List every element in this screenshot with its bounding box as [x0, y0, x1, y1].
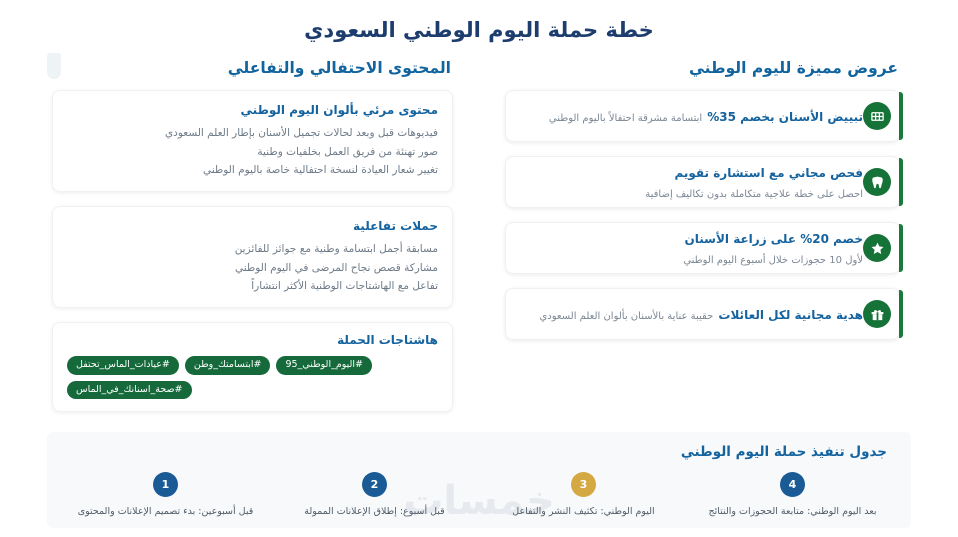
- timeline-steps: 4 بعد اليوم الوطني: متابعة الحجوزات والن…: [61, 472, 897, 518]
- watermark-text: خمسات: [403, 478, 555, 524]
- timeline-step: 3 اليوم الوطني: تكثيف النشر والتفاعل: [479, 472, 688, 518]
- offer-card[interactable]: تبييض الأسنان بخصم 35% ابتسامة مشرقة احت…: [505, 90, 903, 143]
- offer-title: خصم 20% على زراعة الأسنان: [684, 231, 863, 246]
- content-card-title: حملات تفاعلية: [353, 219, 438, 234]
- step-number-badge: 3: [571, 472, 596, 497]
- offer-card[interactable]: هدية مجانية لكل العائلات حقيبة عناية بال…: [505, 288, 903, 341]
- hashtag-pill[interactable]: #اليوم_الوطني_95: [276, 356, 372, 375]
- hashtags-card: هاشتاجات الحملة #اليوم_الوطني_95 #ابتسام…: [52, 322, 453, 413]
- star-icon: [863, 234, 891, 263]
- page-title: خطة حملة اليوم الوطني السعودي: [304, 18, 654, 42]
- content-card: محتوى مرئي بألوان اليوم الوطني فيديوهات …: [52, 90, 453, 193]
- step-number-badge: 1: [153, 472, 178, 497]
- gift-icon: [863, 300, 891, 329]
- content-heading: المحتوى الاحتفالي والتفاعلي: [227, 59, 451, 77]
- timeline-step: 1 قبل أسبوعين: بدء تصميم الإعلانات والمح…: [61, 472, 270, 518]
- offers-heading: عروض مميزة لليوم الوطني: [688, 59, 898, 77]
- offer-card[interactable]: فحص مجاني مع استشارة تقويم احصل على خطة …: [505, 156, 903, 209]
- teeth-icon: [863, 102, 891, 131]
- timeline-heading: جدول تنفيذ حملة اليوم الوطني: [680, 444, 887, 460]
- hashtag-pill[interactable]: #عيادات_الماس_تحتفل: [67, 356, 179, 375]
- hashtags-title: هاشتاجات الحملة: [337, 333, 438, 348]
- offer-subtitle: احصل على خطة علاجية متكاملة بدون تكاليف …: [645, 189, 863, 201]
- offer-subtitle: حقيبة عناية بالأسنان بألوان العلم السعود…: [539, 310, 714, 322]
- offer-title: فحص مجاني مع استشارة تقويم: [674, 165, 863, 180]
- step-label: بعد اليوم الوطني: متابعة الحجوزات والنتا…: [708, 506, 877, 517]
- content-line: صور تهنئة من فريق العمل بخلفيات وطنية: [257, 145, 438, 158]
- content-card: حملات تفاعلية مسابقة أجمل ابتسامة وطنية …: [52, 206, 453, 309]
- timeline-step: 2 قبل أسبوع: إطلاق الإعلانات الممولة: [270, 472, 479, 518]
- content-card-title: محتوى مرئي بألوان اليوم الوطني: [240, 103, 438, 118]
- offer-title: هدية مجانية لكل العائلات: [718, 307, 863, 322]
- content-line: تغيير شعار العيادة لنسخة احتفالية خاصة ب…: [202, 163, 438, 176]
- offer-subtitle: لأول 10 حجوزات خلال أسبوع اليوم الوطني: [683, 255, 863, 267]
- hashtag-pill[interactable]: #صحة_اسنانك_في_الماس: [67, 380, 192, 400]
- offer-text: هدية مجانية لكل العائلات حقيبة عناية بال…: [520, 304, 865, 324]
- offer-card[interactable]: خصم 20% على زراعة الأسنان لأول 10 حجوزات…: [505, 222, 903, 275]
- content-line: فيديوهات قبل وبعد لحالات تجميل الأسنان ب…: [164, 127, 438, 140]
- offer-text: فحص مجاني مع استشارة تقويم احصل على خطة …: [520, 162, 865, 202]
- offer-title: تبييض الأسنان بخصم 35%: [707, 109, 863, 124]
- offer-subtitle: ابتسامة مشرقة احتفالاً باليوم الوطني: [548, 112, 703, 124]
- decorative-mark: [47, 53, 61, 79]
- offer-text: تبييض الأسنان بخصم 35% ابتسامة مشرقة احت…: [520, 106, 865, 126]
- content-line: مسابقة أجمل ابتسامة وطنية مع جوائز للفائ…: [234, 243, 438, 256]
- content-column: المحتوى الاحتفالي والتفاعلي محتوى مرئي ب…: [0, 58, 479, 423]
- content-line: تفاعل مع الهاشتاجات الوطنية الأكثر انتشا…: [251, 280, 438, 293]
- tooth-icon: [863, 168, 891, 197]
- step-label: قبل أسبوع: إطلاق الإعلانات الممولة: [304, 506, 445, 517]
- step-number-badge: 2: [362, 472, 387, 497]
- timeline-panel: جدول تنفيذ حملة اليوم الوطني خمسات 4 بعد…: [47, 432, 911, 528]
- content-line: مشاركة قصص نجاح المرضى في اليوم الوطني: [234, 261, 438, 274]
- hashtags-list: #اليوم_الوطني_95 #ابتسامتك_وطن #عيادات_ا…: [67, 356, 438, 400]
- timeline-step: 4 بعد اليوم الوطني: متابعة الحجوزات والن…: [688, 472, 897, 518]
- step-label: اليوم الوطني: تكثيف النشر والتفاعل: [512, 506, 655, 517]
- main-columns: عروض مميزة لليوم الوطني تبييض الأسنان بخ…: [0, 58, 958, 423]
- step-number-badge: 4: [780, 472, 805, 497]
- step-label: قبل أسبوعين: بدء تصميم الإعلانات والمحتو…: [77, 506, 254, 517]
- offers-column: عروض مميزة لليوم الوطني تبييض الأسنان بخ…: [479, 58, 958, 423]
- hashtag-pill[interactable]: #ابتسامتك_وطن: [184, 356, 271, 375]
- offer-text: خصم 20% على زراعة الأسنان لأول 10 حجوزات…: [520, 228, 865, 268]
